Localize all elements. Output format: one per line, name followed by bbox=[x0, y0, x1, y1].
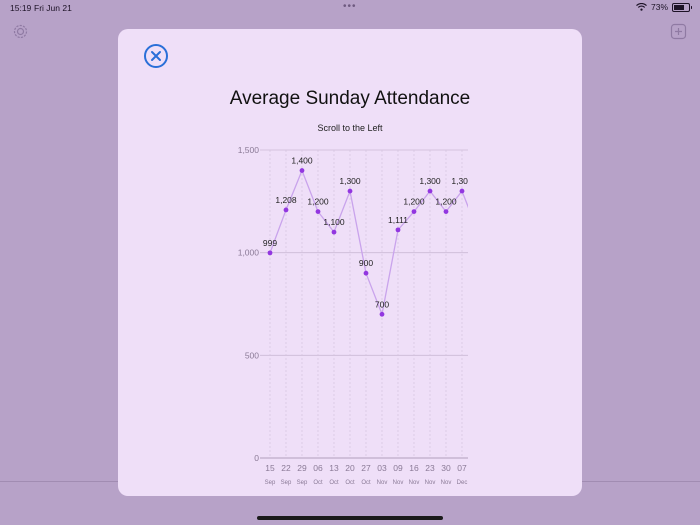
data-label: 1,200 bbox=[435, 197, 457, 207]
data-label: 1,200 bbox=[403, 197, 425, 207]
data-point bbox=[443, 209, 449, 215]
data-label: 700 bbox=[375, 299, 389, 309]
x-tick-label-month: Oct bbox=[313, 480, 323, 486]
attendance-series-line bbox=[269, 168, 468, 317]
multitasking-dots-icon[interactable]: ••• bbox=[343, 1, 357, 12]
data-point bbox=[427, 188, 433, 194]
x-tick-label-month: Nov bbox=[441, 480, 452, 486]
x-tick-label-day: 06 bbox=[313, 463, 323, 473]
data-point bbox=[363, 270, 369, 276]
data-point bbox=[347, 188, 353, 194]
x-tick-label-month: Nov bbox=[409, 480, 420, 486]
status-date: Fri Jun 21 bbox=[34, 3, 72, 13]
chart-title: Average Sunday Attendance bbox=[229, 88, 471, 109]
chart-subtitle: Scroll to the Left bbox=[317, 123, 383, 133]
x-tick-label-month: Oct bbox=[329, 480, 339, 486]
data-label: 1,300 bbox=[419, 176, 441, 186]
x-tick-label-month: Oct bbox=[361, 480, 371, 486]
data-point bbox=[283, 207, 289, 213]
data-label: 900 bbox=[359, 258, 373, 268]
x-tick-label-month: Sep bbox=[297, 480, 308, 486]
x-tick-label-month: Nov bbox=[393, 480, 404, 486]
status-time: 15:19 bbox=[10, 3, 32, 13]
x-tick-label-day: 22 bbox=[281, 463, 291, 473]
data-point bbox=[331, 229, 337, 235]
data-point bbox=[459, 188, 465, 194]
close-icon bbox=[151, 51, 161, 61]
settings-gear-icon[interactable] bbox=[12, 23, 29, 40]
x-tick-label-month: Sep bbox=[281, 480, 292, 486]
data-label: 1,111 bbox=[388, 215, 408, 225]
x-tick-label-day: 16 bbox=[409, 463, 419, 473]
x-tick-label-day: 09 bbox=[393, 463, 403, 473]
attendance-line-chart[interactable]: 0 500 1,000 1,500 15 Sep 22 Sep 29 Sep 06 Oct 13 Oct 2… bbox=[118, 29, 582, 496]
data-label: 1,300 bbox=[339, 176, 361, 186]
x-tick-label-day: 29 bbox=[297, 463, 307, 473]
data-point bbox=[267, 250, 273, 256]
x-tick-label-day: 15 bbox=[265, 463, 275, 473]
data-label: 1,208 bbox=[275, 195, 297, 205]
data-label: 999 bbox=[263, 238, 277, 248]
battery-percent: 73% bbox=[650, 2, 668, 12]
x-tick-label-day: 23 bbox=[425, 463, 435, 473]
add-icon[interactable] bbox=[670, 23, 687, 40]
x-tick-label-day: 30 bbox=[441, 463, 451, 473]
data-label: 1,300 bbox=[451, 176, 473, 186]
data-point bbox=[379, 311, 385, 317]
x-tick-label-day: 13 bbox=[329, 463, 339, 473]
battery-icon bbox=[672, 2, 692, 12]
wifi-icon bbox=[636, 3, 647, 11]
data-point bbox=[411, 209, 417, 215]
status-indicators: 73% bbox=[636, 2, 692, 12]
y-tick-label: 500 bbox=[245, 350, 259, 360]
data-label: 1,100 bbox=[323, 217, 345, 227]
x-tick-label-month: Nov bbox=[425, 480, 436, 486]
x-tick-label-day: 03 bbox=[377, 463, 387, 473]
data-point bbox=[395, 227, 401, 233]
x-tick-label-month: Oct bbox=[345, 480, 355, 486]
data-label: 1,400 bbox=[291, 156, 313, 166]
x-tick-label-month: Nov bbox=[377, 480, 388, 486]
data-label: 1 bbox=[476, 217, 481, 227]
x-tick-label-day: 20 bbox=[345, 463, 355, 473]
status-bar: 15:19 Fri Jun 21 ••• 73% bbox=[0, 0, 700, 16]
close-button[interactable] bbox=[144, 44, 168, 68]
data-point bbox=[315, 209, 321, 215]
chart-modal: Average Sunday Attendance Scroll to the … bbox=[118, 29, 582, 496]
y-tick-label: 1,000 bbox=[238, 248, 260, 258]
data-point bbox=[299, 168, 305, 173]
data-label: 1,200 bbox=[307, 197, 329, 207]
x-tick-label-day: 07 bbox=[457, 463, 467, 473]
x-tick-label-month: Sep bbox=[265, 480, 276, 486]
y-tick-label: 0 bbox=[254, 453, 259, 463]
y-tick-label: 1,500 bbox=[238, 145, 260, 155]
home-indicator[interactable] bbox=[257, 516, 443, 520]
x-tick-label-month: Dec bbox=[457, 480, 468, 486]
x-tick-label-day: 27 bbox=[361, 463, 371, 473]
